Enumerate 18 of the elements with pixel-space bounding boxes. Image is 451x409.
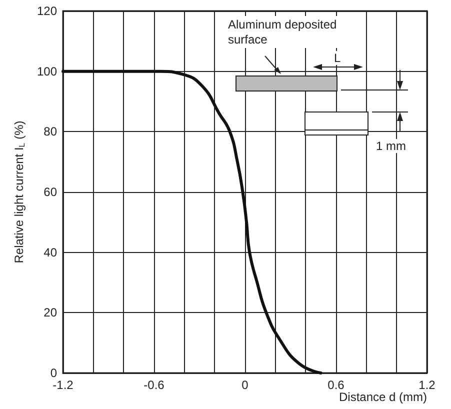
x-tick-label: 0	[242, 378, 249, 392]
y-tick-label: 60	[44, 185, 58, 199]
annotation: 1 mm	[376, 139, 406, 153]
y-axis-title: Relative light current IL (%)	[12, 120, 27, 264]
annotation: Aluminum deposited surface	[228, 18, 337, 46]
x-tick-label: -1.2	[52, 378, 74, 392]
y-tick-label: 80	[44, 124, 58, 139]
line-series	[62, 70, 322, 374]
y-tick-label: 120	[36, 4, 58, 18]
y-tick-label: 40	[44, 245, 58, 260]
y-tick-label: 20	[44, 306, 58, 320]
x-tick-label: -0.6	[144, 378, 165, 392]
x-tick-label: 0.6	[328, 378, 345, 392]
annotation: L	[334, 51, 341, 65]
y-tick-label: 100	[36, 64, 58, 78]
x-axis-title: Distance d (mm)	[338, 390, 428, 404]
y-tick-label: 0	[50, 366, 58, 380]
x-tick-label: 1.2	[418, 378, 436, 392]
